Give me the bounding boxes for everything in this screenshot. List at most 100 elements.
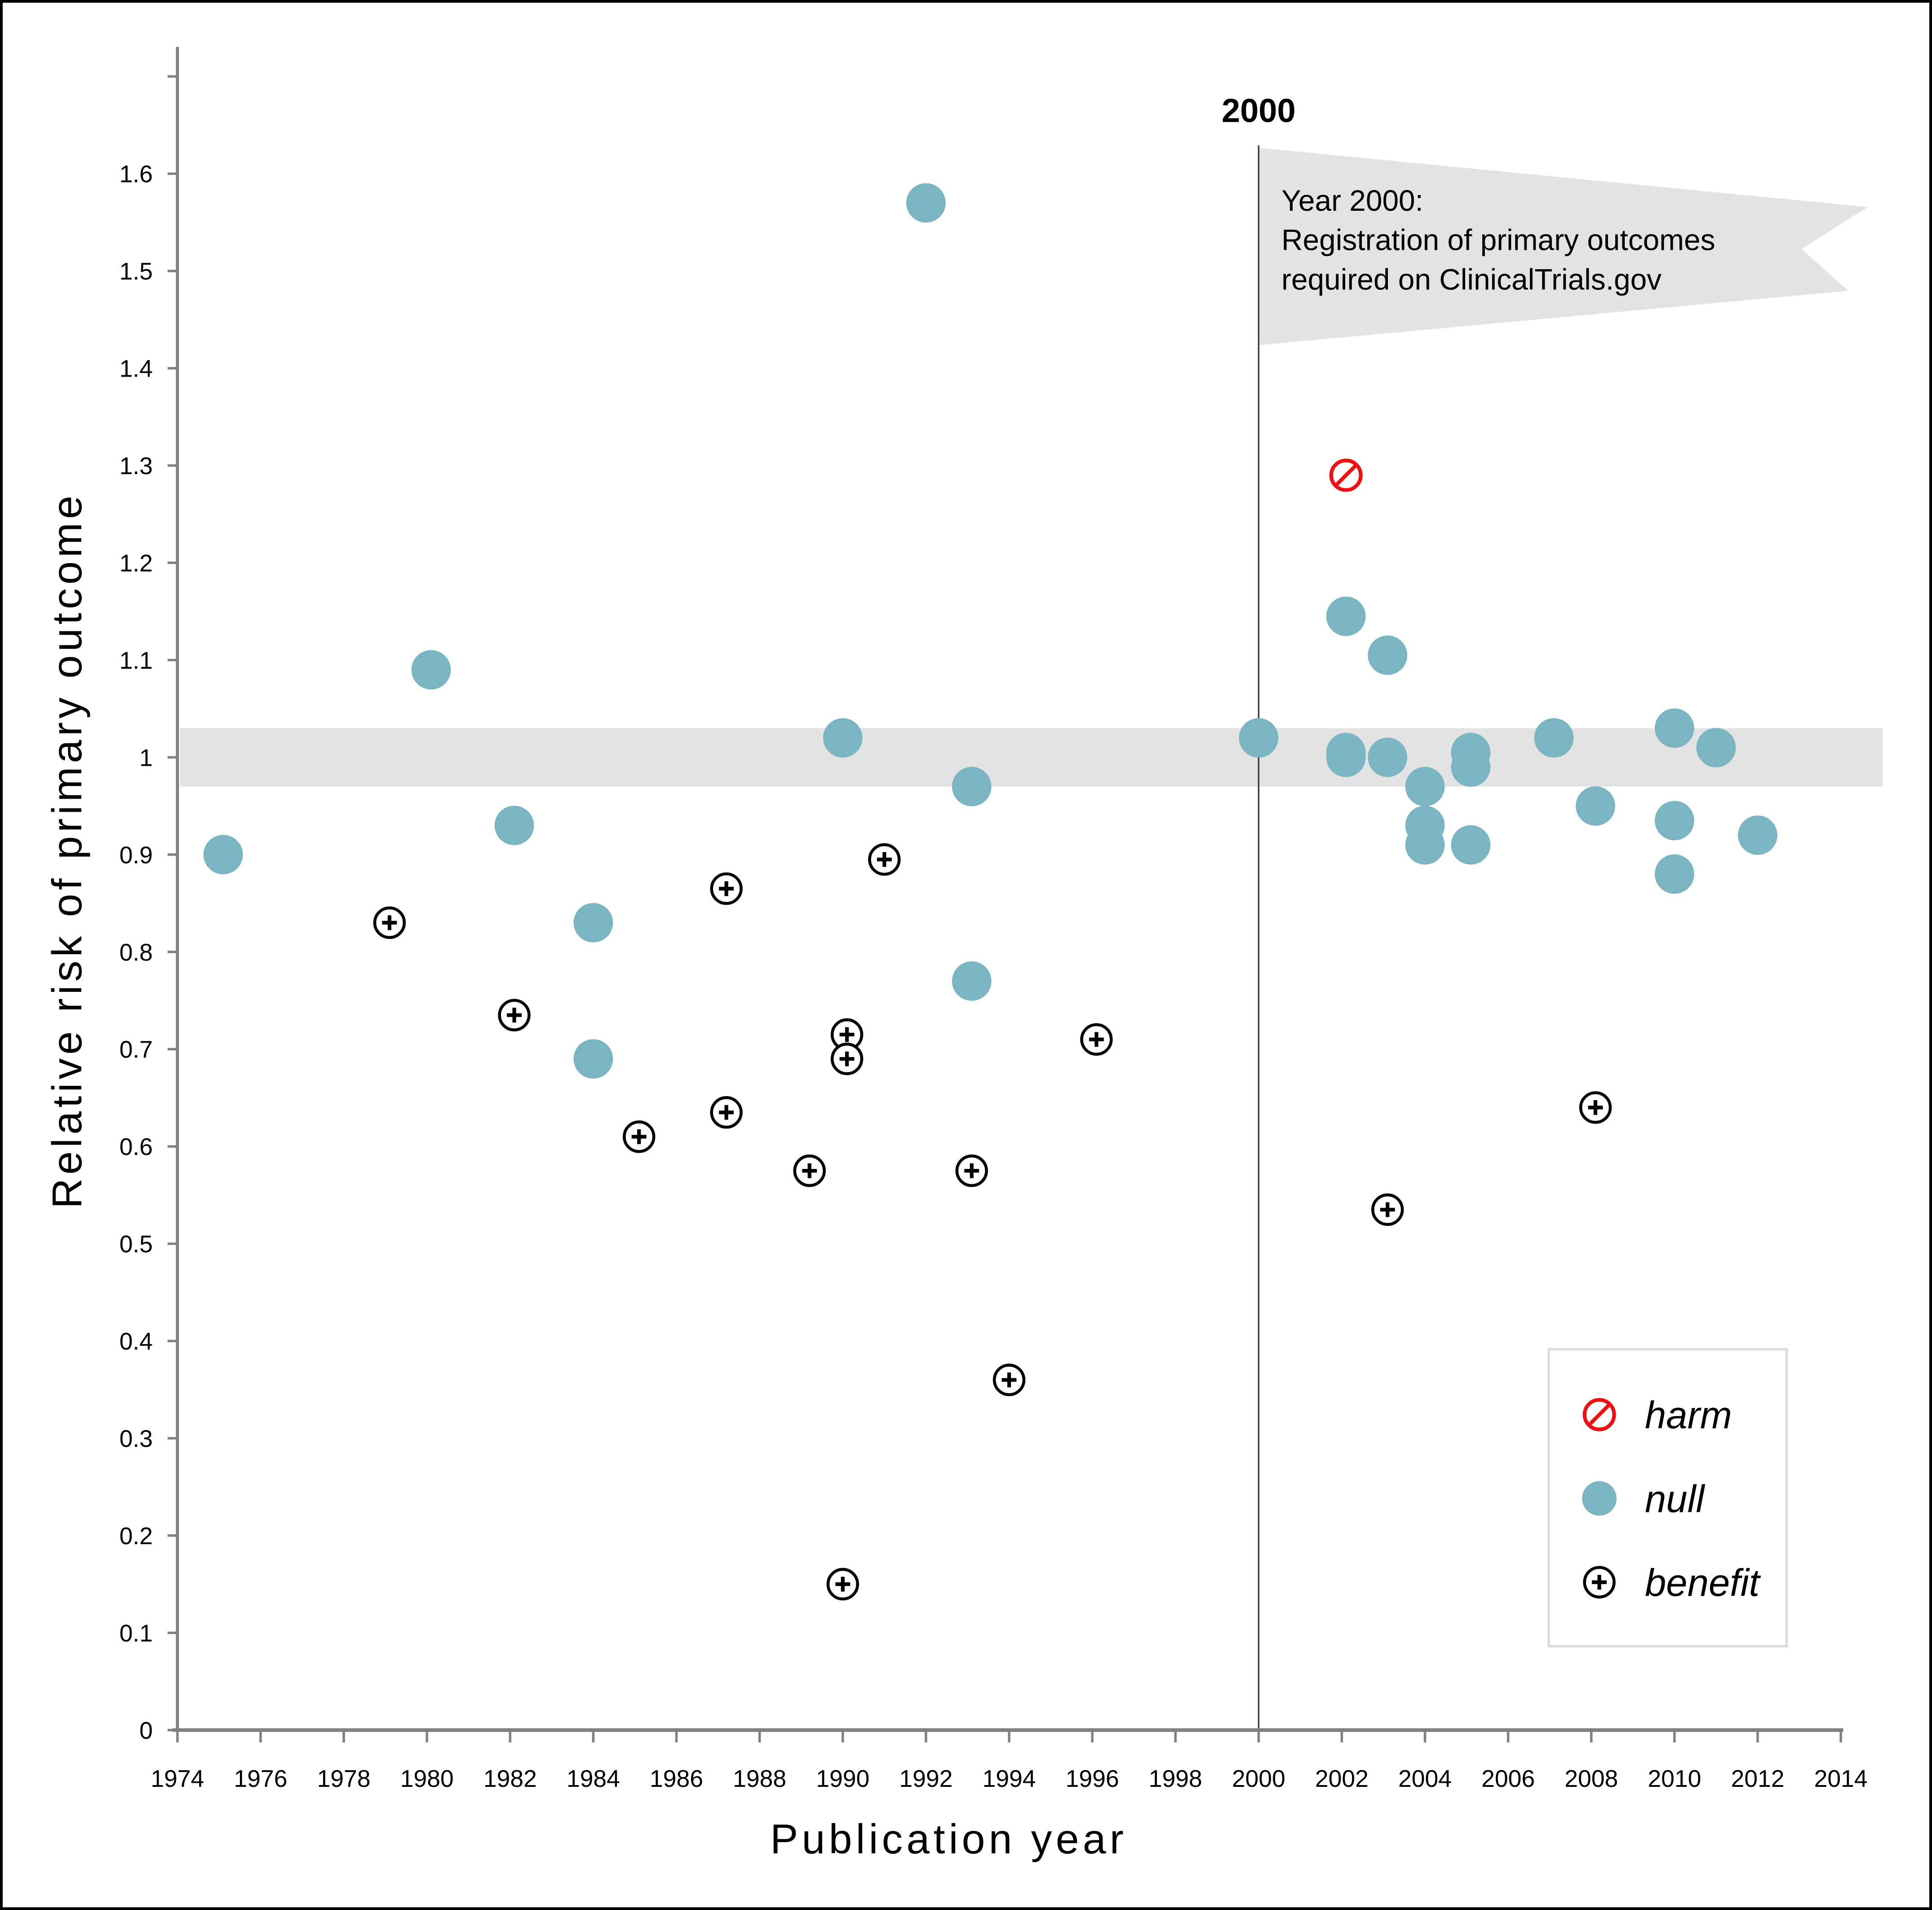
legend-item-null: null (1582, 1478, 1705, 1520)
data-points (203, 183, 1777, 1601)
x-tick-label: 1978 (317, 1766, 371, 1792)
null-point (1654, 854, 1694, 894)
null-point (1576, 786, 1615, 826)
null-point (1239, 718, 1279, 758)
y-tick-label: 1.6 (120, 161, 153, 188)
x-tick-label: 1996 (1066, 1766, 1119, 1792)
y-tick-label: 0.7 (120, 1037, 153, 1063)
y-tick-label: 1.1 (120, 648, 153, 674)
x-axis-title: Publication year (770, 1816, 1127, 1862)
y-tick-label: 1.4 (120, 356, 153, 382)
null-point (1451, 825, 1491, 865)
x-tick-label: 1984 (567, 1766, 620, 1792)
benefit-point (1080, 1023, 1113, 1056)
x-tick-label: 1982 (483, 1766, 537, 1792)
x-tick-label: 1990 (816, 1766, 869, 1792)
harm-legend-icon (1582, 1398, 1616, 1431)
annotation-line-2: Registration of primary outcomes (1281, 223, 1715, 257)
y-tick-label: 0.8 (120, 939, 153, 966)
x-tick-label: 1994 (983, 1766, 1036, 1792)
null-point (573, 1039, 613, 1079)
legend-label: benefit (1645, 1562, 1761, 1604)
x-tick-label: 2014 (1814, 1766, 1868, 1792)
null-point (823, 718, 863, 758)
y-tick-label: 1 (139, 745, 153, 771)
benefit-point (868, 843, 901, 876)
x-tick-label: 2000 (1232, 1766, 1285, 1792)
null-point (203, 835, 243, 875)
benefit-legend-icon (1583, 1566, 1616, 1599)
x-tick-label: 1988 (733, 1766, 786, 1792)
x-tick-label: 1980 (400, 1766, 454, 1792)
benefit-point (826, 1568, 859, 1601)
y-tick-label: 1.2 (120, 550, 153, 577)
benefit-point (373, 906, 406, 939)
x-ticks: 1974 1976 1978 1980 1982 1984 1986 1988 1990 1992… (151, 1730, 1868, 1792)
null-point (494, 805, 534, 845)
null-point (952, 961, 992, 1001)
reference-line-label: 2000 (1222, 92, 1296, 129)
x-tick-label: 2004 (1398, 1766, 1452, 1792)
legend-item-benefit: benefit (1583, 1562, 1761, 1604)
benefit-point (1371, 1193, 1404, 1226)
null-point (1451, 747, 1491, 787)
benefit-point (623, 1120, 656, 1153)
benefit-point (710, 1096, 743, 1129)
x-tick-label: 2002 (1315, 1766, 1369, 1792)
null-point (1326, 596, 1366, 636)
null-point (1696, 728, 1736, 768)
y-tick-label: 1.3 (120, 453, 153, 480)
legend: harm null benefit (1547, 1348, 1788, 1648)
null-point (1368, 635, 1408, 675)
harm-point (1329, 458, 1363, 492)
legend-label: harm (1645, 1394, 1732, 1437)
null-point (1534, 718, 1574, 758)
y-tick-label: 0.3 (120, 1426, 153, 1452)
legend-label: null (1645, 1478, 1705, 1520)
null-point (1326, 737, 1366, 777)
y-tick-label: 0 (139, 1718, 153, 1744)
x-tick-label: 2006 (1481, 1766, 1535, 1792)
y-tick-label: 0.2 (120, 1523, 153, 1550)
null-point (952, 767, 992, 806)
y-tick-label: 0.1 (120, 1620, 153, 1647)
x-tick-label: 1986 (650, 1766, 703, 1792)
benefit-point (1579, 1091, 1612, 1124)
y-tick-label: 1.5 (120, 258, 153, 285)
legend-item-harm: harm (1582, 1394, 1732, 1437)
y-axis-title: Relative risk of primary outcome (44, 492, 90, 1209)
null-point (1654, 708, 1694, 748)
benefit-point (793, 1154, 826, 1187)
x-tick-label: 2010 (1648, 1766, 1701, 1792)
x-tick-label: 1974 (151, 1766, 204, 1792)
y-tick-label: 0.9 (120, 842, 153, 869)
x-tick-label: 1998 (1149, 1766, 1202, 1792)
benefit-point (710, 872, 743, 905)
benefit-point (830, 1042, 864, 1075)
x-tick-label: 2012 (1731, 1766, 1784, 1792)
null-point (1738, 815, 1777, 855)
x-tick-label: 1976 (234, 1766, 288, 1792)
y-ticks: 0 0.1 0.2 0.3 0.4 0.5 0.6 0.7 0.8 0.9 1 1.1 1.2 1.3 1.… (120, 75, 177, 1744)
null-point (411, 650, 451, 690)
null-point (1368, 737, 1408, 777)
annotation-flag (1259, 148, 1868, 345)
null-legend-icon (1582, 1481, 1617, 1516)
benefit-point (955, 1154, 988, 1187)
benefit-point (498, 999, 531, 1031)
null-point (906, 183, 946, 223)
null-point (1654, 801, 1694, 840)
annotation-line-3: required on ClinicalTrials.gov (1281, 262, 1662, 296)
x-tick-label: 1992 (899, 1766, 953, 1792)
null-band (180, 728, 1883, 787)
y-tick-label: 0.5 (120, 1231, 153, 1258)
null-point (1405, 767, 1445, 806)
null-point (1405, 825, 1445, 865)
y-tick-label: 0.6 (120, 1134, 153, 1160)
annotation-line-1: Year 2000: (1281, 184, 1423, 217)
y-tick-label: 0.4 (120, 1328, 153, 1355)
x-tick-label: 2008 (1564, 1766, 1618, 1792)
benefit-point (993, 1364, 1026, 1396)
null-point (573, 903, 613, 943)
